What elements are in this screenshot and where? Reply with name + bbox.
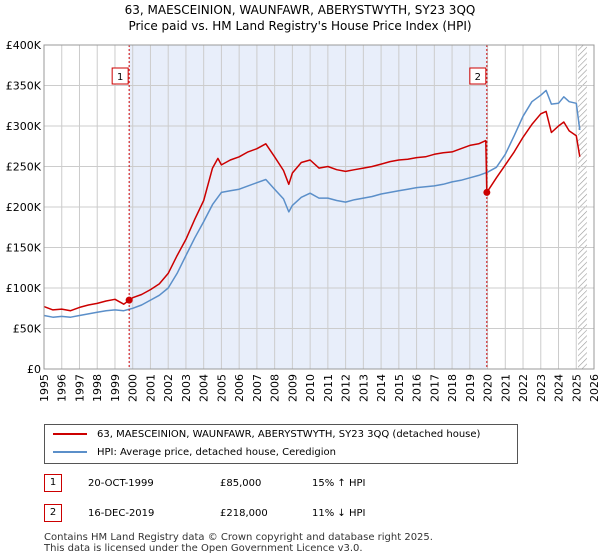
x-tick-label: 2001: [144, 374, 157, 402]
x-tick-label: 2024: [553, 374, 566, 402]
sale-box: [111, 67, 129, 85]
x-tick-label: 2006: [233, 374, 246, 402]
sale-box: [469, 67, 487, 85]
x-tick-label: 1999: [109, 374, 122, 402]
x-tick-label: 2022: [517, 374, 530, 402]
x-tick-label: 2013: [357, 374, 370, 402]
plot-border: [43, 44, 595, 370]
series-line-price-paid: [43, 110, 581, 312]
x-tick-label: 2026: [588, 374, 600, 402]
x-tick-label: 2002: [162, 374, 175, 402]
sale-box-label: 2: [475, 72, 481, 83]
x-tick-label: 2007: [251, 374, 264, 402]
x-tick-label: 2020: [482, 374, 495, 402]
footer-licence: This data is licensed under the Open Gov…: [44, 543, 363, 554]
footer-copyright: Contains HM Land Registry data © Crown c…: [44, 532, 433, 543]
chart-title-line2: Price paid vs. HM Land Registry's House …: [128, 19, 472, 33]
x-tick-label: 2021: [499, 374, 512, 402]
legend-hpi-label: HPI: Average price, detached house, Cere…: [97, 447, 336, 458]
x-tick-label: 2023: [535, 374, 548, 402]
x-tick-label: 2008: [269, 374, 282, 402]
sale-date: 20-OCT-1999: [88, 478, 154, 489]
x-tick-label: 2014: [375, 374, 388, 402]
sale-date: 16-DEC-2019: [88, 508, 155, 519]
sale-box-label: 1: [117, 72, 123, 83]
series-line-hpi: [43, 89, 581, 318]
sale-price: £85,000: [220, 478, 262, 489]
y-tick-label: £150K: [6, 242, 42, 255]
sale-hpi-change: 11% ↓ HPI: [312, 508, 366, 519]
y-tick-label: £250K: [6, 161, 42, 174]
x-tick-label: 2009: [286, 374, 299, 402]
price-chart: 1 2 £0 £50K £100K £150K £200K £250K £300K £350K £…: [6, 39, 600, 402]
sale-badge: 2: [44, 504, 62, 522]
y-tick-label: £350K: [6, 80, 42, 93]
x-tick-label: 2005: [215, 374, 228, 402]
legend: 63, MAESCEINION, WAUNFAWR, ABERYSTWYTH, …: [44, 424, 518, 464]
sale-point: [125, 296, 133, 304]
x-tick-label: 2011: [322, 374, 335, 402]
legend-price-paid: 63, MAESCEINION, WAUNFAWR, ABERYSTWYTH, …: [53, 427, 480, 443]
x-tick-label: 2016: [411, 374, 424, 402]
x-tick-label: 2018: [446, 374, 459, 402]
x-tick-label: 2010: [304, 374, 317, 402]
x-tick-label: 2025: [570, 374, 583, 402]
x-tick-label: 1997: [73, 374, 86, 402]
y-tick-label: £200K: [6, 201, 42, 214]
x-tick-label: 2015: [393, 374, 406, 402]
x-tick-label: 1996: [56, 374, 69, 402]
y-tick-label: £50K: [13, 323, 42, 336]
x-tick-label: 1995: [38, 374, 51, 402]
legend-hpi-swatch: [53, 451, 87, 453]
legend-hpi: HPI: Average price, detached house, Cere…: [53, 445, 336, 461]
x-tick-label: 2000: [127, 374, 140, 402]
y-tick-label: £100K: [6, 282, 42, 295]
x-tick-label: 2012: [340, 374, 353, 402]
chart-title-line1: 63, MAESCEINION, WAUNFAWR, ABERYSTWYTH, …: [124, 3, 476, 17]
sale-point: [483, 188, 491, 196]
legend-price-paid-swatch: [53, 433, 87, 435]
x-tick-label: 2004: [198, 374, 211, 402]
sale-badge: 1: [44, 474, 62, 492]
sale-price: £218,000: [220, 508, 268, 519]
sale-hpi-change: 15% ↑ HPI: [312, 478, 366, 489]
x-tick-label: 2003: [180, 374, 193, 402]
y-tick-label: £400K: [6, 39, 42, 52]
y-tick-label: £300K: [6, 120, 42, 133]
y-tick-label: £0: [27, 363, 41, 376]
x-tick-label: 2017: [428, 374, 441, 402]
x-tick-label: 1998: [91, 374, 104, 402]
x-tick-label: 2019: [464, 374, 477, 402]
legend-price-paid-label: 63, MAESCEINION, WAUNFAWR, ABERYSTWYTH, …: [97, 429, 481, 440]
